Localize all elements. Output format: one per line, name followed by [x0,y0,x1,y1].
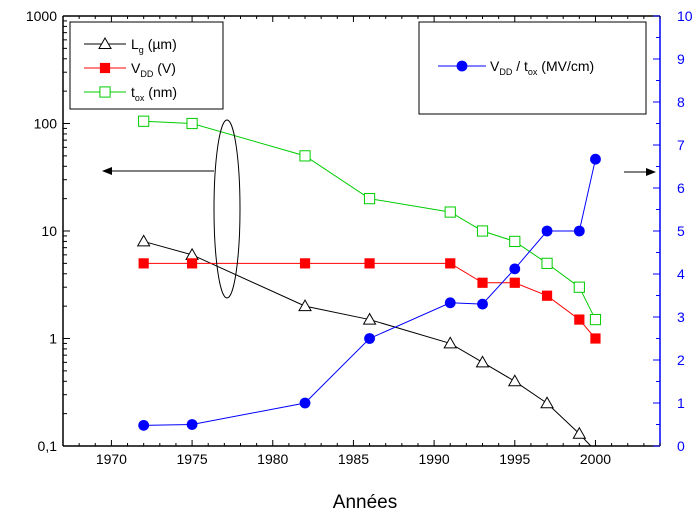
series-3-point-5 [477,298,488,310]
series-1-point-6 [509,277,520,288]
x-tick-label-1985: 1985 [338,451,369,467]
series-1-line [143,262,596,339]
series-2-point-0 [138,115,150,127]
series-2-point-8 [573,281,585,293]
series-2-point-1 [186,117,198,130]
series-3-point-2 [299,397,311,409]
series-0-point-2 [298,299,312,312]
series-3-point-9 [590,153,601,165]
y-right-tick-label-2: 2 [677,352,685,368]
series-3-point-7 [541,225,553,237]
y-left-tick-label-3: 100 [34,116,58,132]
series-3-point-0 [138,419,150,431]
legend-left-marker-2 [99,86,111,98]
series-1-point-3 [364,258,375,269]
series-1-point-8 [574,314,585,325]
series-3-point-1 [186,419,198,430]
x-tick-label-2000: 2000 [580,451,611,467]
x-tick-label-1975: 1975 [177,451,208,467]
series-1-point-2 [299,258,311,269]
series-3-point-3 [364,333,375,344]
y-right-tick-label-1: 1 [677,395,685,411]
right-axis-arrow-head [646,168,656,176]
y-right-tick-label-7: 7 [677,137,685,153]
y-left-tick-label-1: 1 [49,331,57,347]
legend-right-marker [456,60,468,72]
series-2-point-4 [444,206,456,218]
series-0-point-3 [362,312,377,325]
series-3-point-4 [444,297,456,309]
series-3-point-8 [573,225,585,237]
left-axis-arrow-head [102,167,112,175]
legend-left-box [69,21,224,110]
series-2-point-9 [589,313,602,326]
legend-layer: Lg (µm) VDD (V) tox (nm) VDD / tox (MV/cm) [69,21,647,115]
legend-right-box [418,21,647,115]
y-right-tick-label-10: 10 [677,8,693,24]
series-1-point-1 [186,258,198,269]
grouping-ellipse [213,119,241,299]
legend-left-marker-1 [99,62,111,74]
series-1-point-4 [445,258,456,269]
series-3-line [143,159,596,426]
y-right-tick-label-5: 5 [677,223,685,239]
legend-right-label: VDD / tox (MV/cm) [490,58,594,77]
series-0-point-0 [136,234,151,247]
series-1-point-5 [477,277,488,288]
series-1-point-9 [590,333,601,344]
x-tick-label-1980: 1980 [257,451,288,467]
series-2-point-2 [299,150,311,162]
y-right-tick-label-9: 9 [677,51,685,67]
series-2-point-7 [541,257,553,269]
y-right-tick-label-0: 0 [677,438,685,454]
y-right-tick-label-4: 4 [677,266,685,282]
series-layer [136,115,602,446]
series-2-point-3 [363,193,376,205]
series-2-point-5 [476,225,489,237]
series-0-point-8 [572,426,587,439]
series-0-line [143,240,592,446]
y-right-tick-label-6: 6 [677,180,685,196]
series-0-point-6 [507,374,522,387]
series-1-point-7 [541,290,553,301]
series-0-point-5 [475,355,490,368]
x-axis-label: Années [333,492,397,513]
series-2-point-6 [509,235,521,248]
series-group [136,115,602,446]
series-0-point-4 [443,336,458,349]
series-2-line [143,120,596,320]
y-left-tick-label-0: 0,1 [38,438,58,454]
legend-left-label-0: Lg (µm) [131,36,177,55]
series-1-point-0 [138,258,149,269]
y-left-tick-label-2: 10 [41,223,57,239]
annotation-layer [102,119,656,299]
legend-left-marker-0 [98,36,112,49]
y-right-tick-label-3: 3 [677,309,685,325]
x-tick-label-1990: 1990 [419,451,450,467]
series-3-point-6 [509,263,521,275]
x-tick-label-1970: 1970 [96,451,127,467]
y-left-tick-label-4: 1000 [26,8,57,24]
series-0-point-7 [540,396,554,409]
legend-left-label-2: tox (nm) [131,84,177,103]
legend-left-label-1: VDD (V) [131,60,176,79]
y-right-tick-label-8: 8 [677,94,685,110]
x-tick-label-1995: 1995 [499,451,530,467]
tick-layer: 1970 1975 1980 1985 1990 1995 20000,1110100100… [26,8,693,467]
